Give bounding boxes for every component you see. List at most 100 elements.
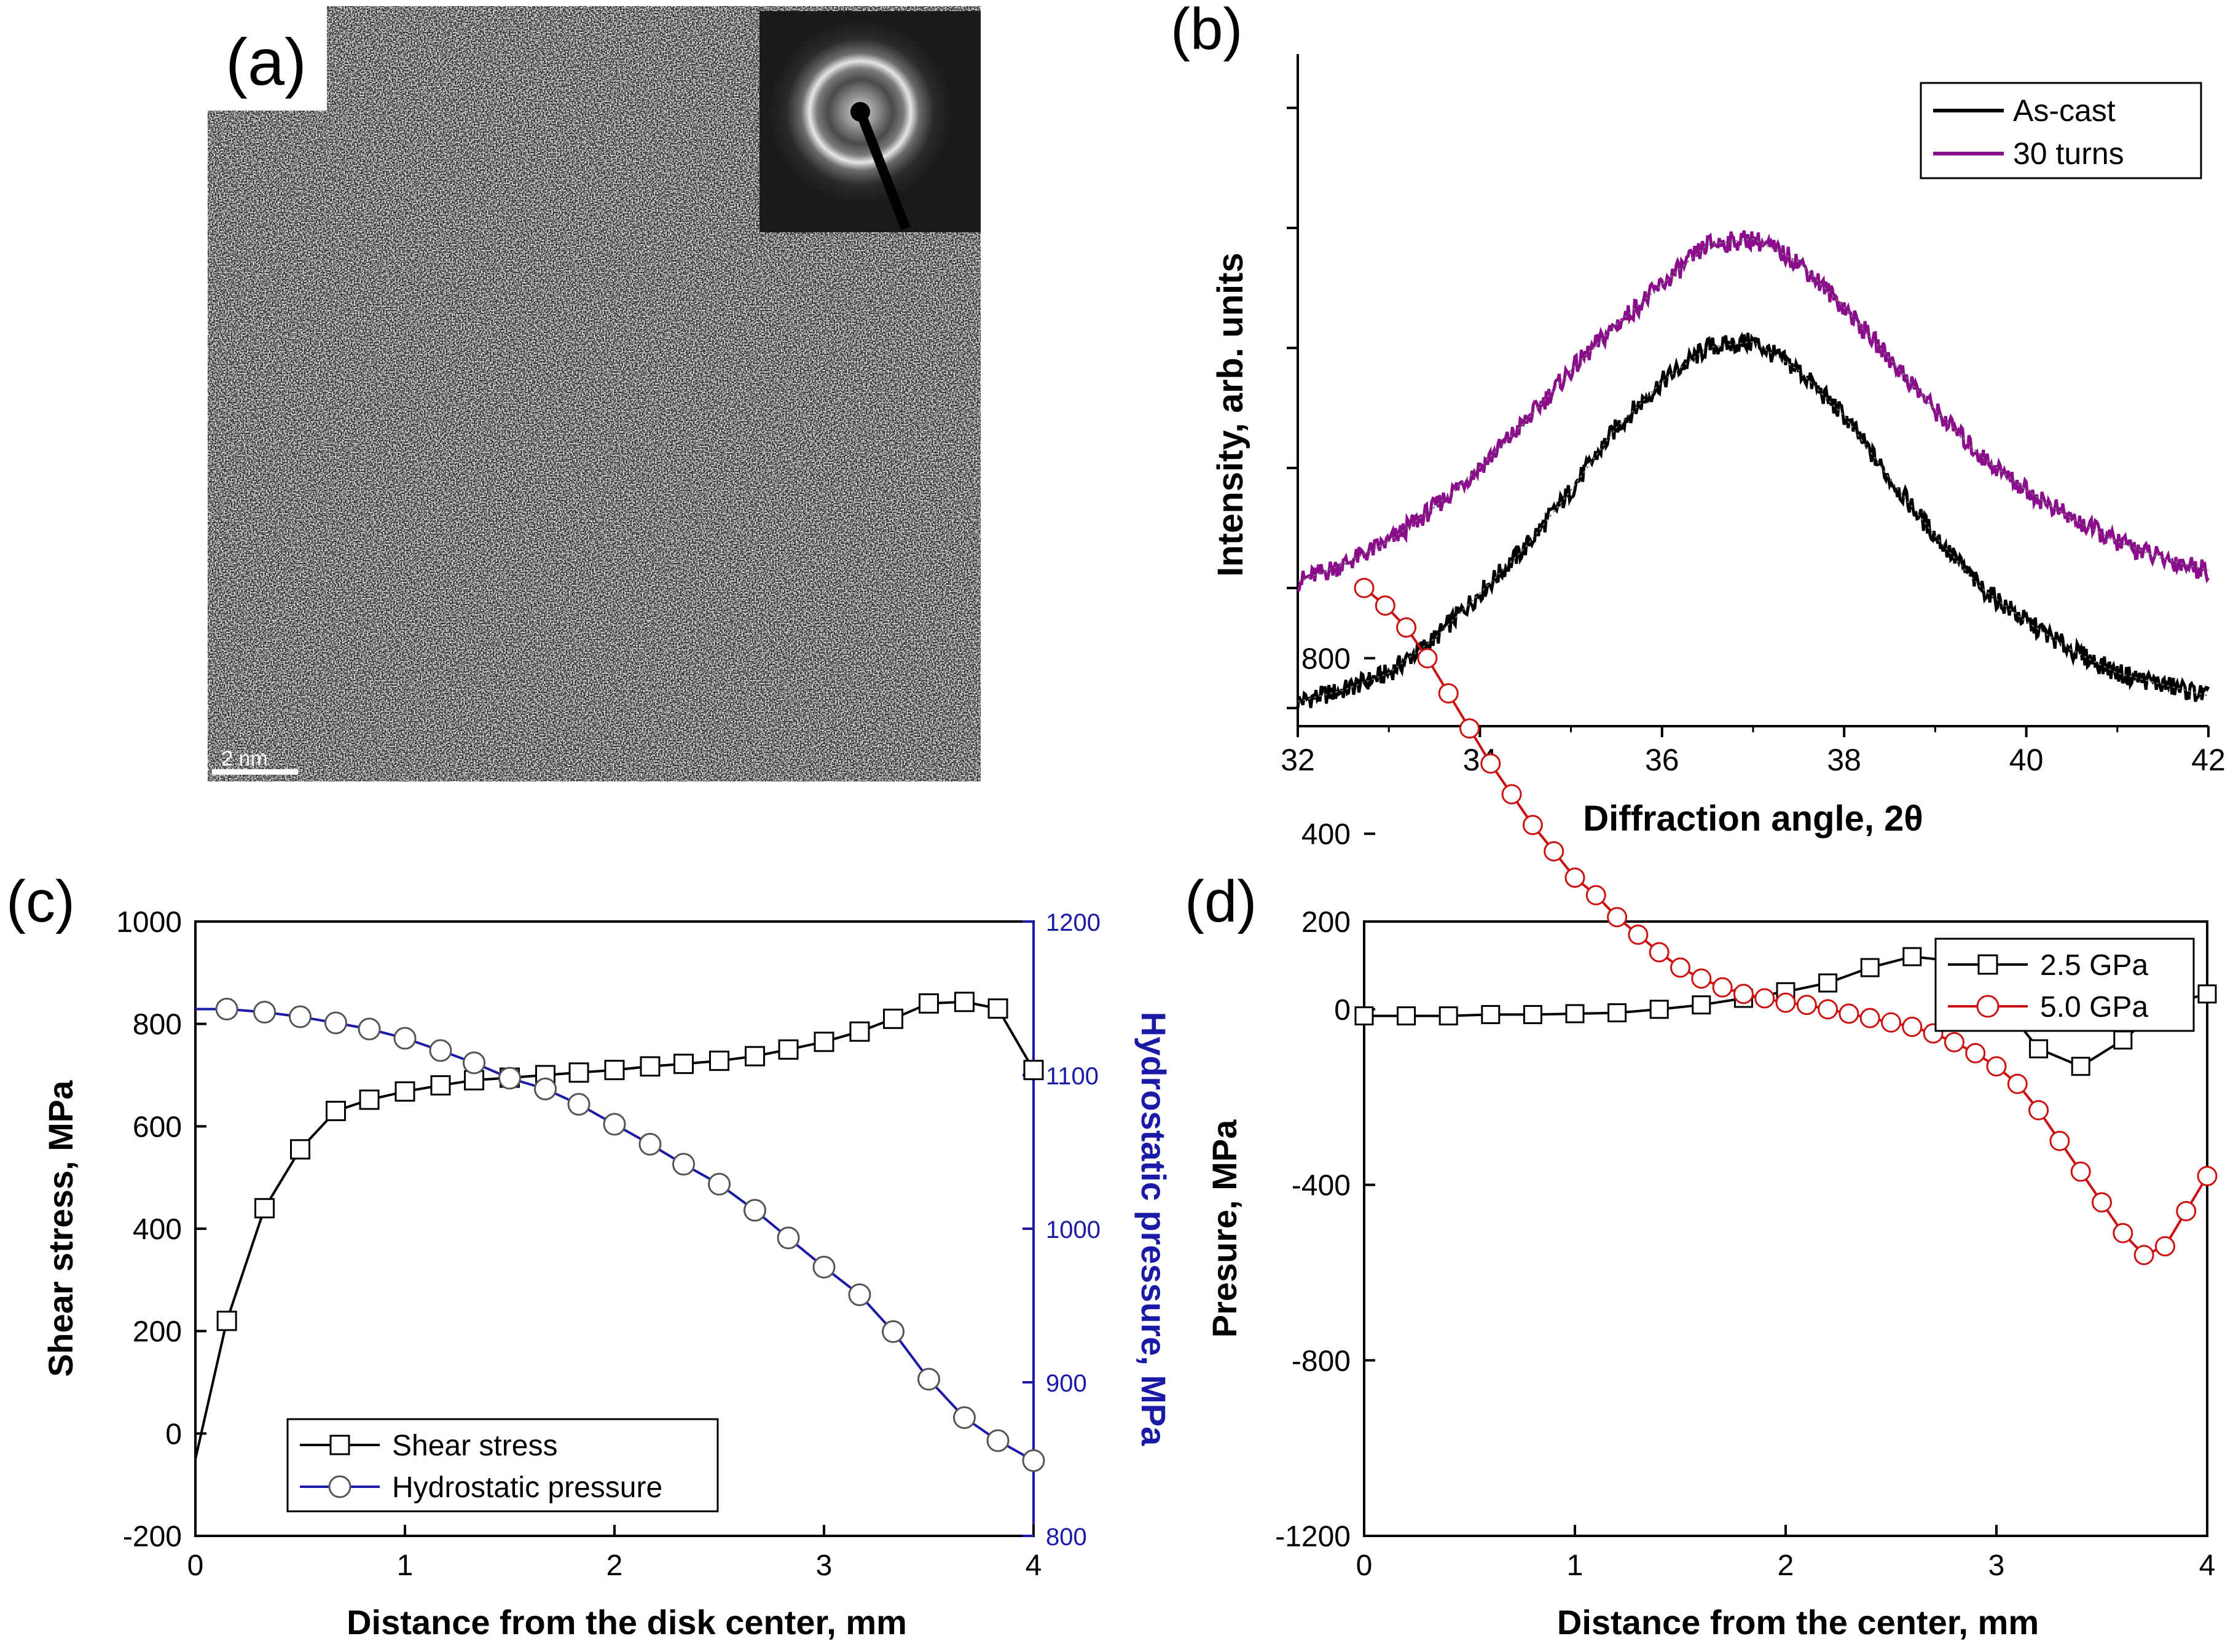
marker-circle-d xyxy=(1417,648,1438,668)
marker-circle-c xyxy=(603,1113,626,1136)
x-tick-label-c: 1 xyxy=(397,1549,414,1582)
marker-square-c xyxy=(290,1139,310,1160)
marker-square-c xyxy=(987,998,1008,1019)
marker-circle-c xyxy=(708,1173,731,1196)
marker-circle-d xyxy=(1628,924,1649,945)
scale-bar-label: 2 nm xyxy=(221,747,268,770)
marker-circle-c xyxy=(917,1368,940,1391)
x-tick-label-b: 36 xyxy=(1645,743,1679,777)
x-tick-label-d: 3 xyxy=(1988,1549,2005,1582)
y-tick-label-c: 1000 xyxy=(116,906,182,939)
marker-circle-c xyxy=(358,1017,381,1041)
marker-circle-d xyxy=(1881,1012,1901,1033)
y-tick-label-d: -800 xyxy=(1292,1345,1351,1377)
y-tick-label-d: -400 xyxy=(1292,1170,1351,1202)
y-axis-label-c: Shear stress, MPa xyxy=(41,1080,80,1377)
marker-circle-c xyxy=(215,998,238,1020)
marker-circle-d xyxy=(1375,595,1395,616)
marker-square-d xyxy=(1649,1000,1669,1019)
x-tick-label-c: 2 xyxy=(606,1549,623,1582)
panel-a: (a) 2 nm xyxy=(208,6,981,781)
marker-square-d xyxy=(1692,995,1711,1015)
y-axis-label-d: Presure, MPa xyxy=(1205,1119,1244,1338)
panel-a-label: (a) xyxy=(226,25,307,99)
marker-square-d xyxy=(1607,1003,1627,1023)
y-tick-label-d: -1200 xyxy=(1275,1521,1351,1553)
y-tick-label-c: -200 xyxy=(123,1521,182,1553)
legend-label-c-1: Hydrostatic pressure xyxy=(392,1471,662,1504)
marker-circle-d xyxy=(1438,683,1459,704)
y-tick-label-c: 600 xyxy=(133,1111,182,1143)
x-tick-label-d: 2 xyxy=(1778,1549,1794,1582)
x-tick-label-d: 4 xyxy=(2199,1549,2216,1582)
marker-circle-d xyxy=(1649,942,1670,963)
x-tick-label-c: 3 xyxy=(816,1549,833,1582)
marker-circle-d xyxy=(1607,907,1628,928)
x-tick-label-d: 1 xyxy=(1567,1549,1584,1582)
legend-label-c-0: Shear stress xyxy=(392,1430,557,1462)
marker-square-c xyxy=(814,1032,834,1052)
x-tick-label-b: 32 xyxy=(1281,743,1315,777)
legend-label-d-0: 2.5 GPa xyxy=(2040,949,2148,982)
marker-square-d xyxy=(1818,973,1838,993)
x-tick-label-b: 40 xyxy=(2009,743,2044,777)
legend-box-d xyxy=(1934,938,2195,1032)
marker-square-c xyxy=(778,1039,799,1060)
marker-circle-d xyxy=(1796,995,1817,1016)
marker-circle-c xyxy=(672,1153,696,1176)
x-tick-label-b: 38 xyxy=(1827,743,1861,777)
marker-circle-d xyxy=(1859,1008,1880,1028)
marker-circle-d xyxy=(1902,1016,1923,1037)
y-tick-label-c: 0 xyxy=(165,1418,182,1450)
legend-marker-c-1 xyxy=(328,1475,351,1498)
x-tick-label-c: 0 xyxy=(187,1549,204,1582)
marker-circle-d xyxy=(2070,1161,2091,1182)
chart-d: 0 1 2 3 4 -1200 -800 -400 0 400 800 200 Distance fro… xyxy=(1205,577,2218,1642)
marker-square-d xyxy=(1902,947,1922,966)
y-right-axis-label-c: Hydrostatic pressure, MPa xyxy=(1134,1012,1173,1446)
y-right-tick-label-c: 1000 xyxy=(1046,1216,1101,1243)
marker-square-d xyxy=(2071,1057,2090,1076)
legend-label-b-1: 30 turns xyxy=(2013,136,2124,171)
y-tick-label-d: 800 xyxy=(1301,643,1351,675)
marker-circle-d xyxy=(2154,1236,2175,1257)
series-line-b-1 xyxy=(1297,230,2210,592)
marker-square-d xyxy=(1397,1006,1416,1026)
marker-circle-c xyxy=(253,1001,277,1024)
marker-circle-d xyxy=(1965,1043,1986,1063)
marker-circle-d xyxy=(1839,1003,1859,1024)
legend-marker-c-0 xyxy=(329,1435,350,1455)
marker-circle-d xyxy=(2176,1200,2197,1221)
marker-square-d xyxy=(2197,984,2217,1004)
marker-circle-d xyxy=(1733,984,1754,1004)
marker-circle-c xyxy=(533,1078,557,1100)
marker-circle-d xyxy=(1691,968,1712,989)
marker-square-c xyxy=(709,1051,729,1071)
marker-circle-d xyxy=(1585,885,1606,906)
marker-circle-c xyxy=(812,1256,836,1278)
y-axis-label-b: Intensity, arb. units xyxy=(1211,252,1250,576)
marker-circle-d xyxy=(1712,977,1733,998)
marker-circle-c xyxy=(882,1320,905,1343)
series-line-b-0 xyxy=(1296,331,2210,708)
legend-box-c xyxy=(286,1418,719,1513)
marker-square-c xyxy=(568,1062,589,1083)
marker-circle-c xyxy=(743,1199,766,1222)
marker-square-d xyxy=(1860,958,1880,977)
scale-bar xyxy=(212,769,298,775)
marker-square-d xyxy=(2029,1039,2049,1059)
y-right-tick-label-c: 1200 xyxy=(1046,909,1101,936)
marker-circle-c xyxy=(638,1133,662,1156)
marker-circle-c xyxy=(1022,1449,1045,1472)
marker-circle-c xyxy=(567,1093,591,1116)
marker-square-c xyxy=(744,1046,765,1067)
marker-circle-d xyxy=(2133,1245,2154,1266)
legend-box-b xyxy=(1920,82,2202,179)
marker-square-d xyxy=(1565,1004,1585,1024)
marker-circle-d xyxy=(2007,1073,2028,1094)
marker-circle-c xyxy=(289,1005,312,1028)
legend-label-b-0: As-cast xyxy=(2013,93,2116,128)
marker-square-c xyxy=(254,1198,275,1219)
